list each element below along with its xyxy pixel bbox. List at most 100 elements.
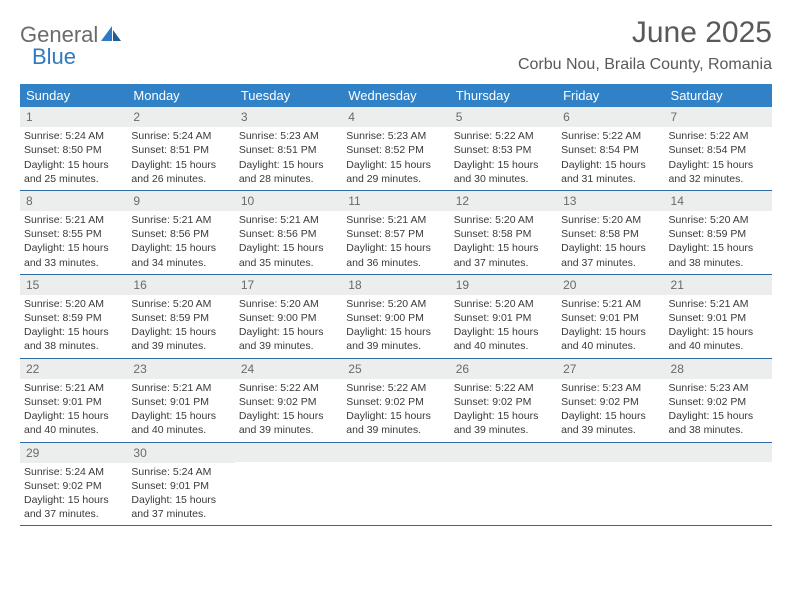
day-cell: 29Sunrise: 5:24 AMSunset: 9:02 PMDayligh… [20,443,127,526]
daylight-line: Daylight: 15 hours and 34 minutes. [131,241,230,269]
day-number: 18 [342,275,449,295]
day-number: 14 [665,191,772,211]
sunset-line: Sunset: 8:59 PM [24,311,123,325]
day-body: Sunrise: 5:23 AMSunset: 9:02 PMDaylight:… [665,379,772,442]
sunset-line: Sunset: 8:58 PM [454,227,553,241]
sunset-line: Sunset: 9:00 PM [239,311,338,325]
daylight-line: Daylight: 15 hours and 38 minutes. [669,241,768,269]
day-body: Sunrise: 5:21 AMSunset: 8:56 PMDaylight:… [235,211,342,274]
daylight-line: Daylight: 15 hours and 39 minutes. [346,325,445,353]
sunset-line: Sunset: 8:54 PM [561,143,660,157]
sunrise-line: Sunrise: 5:23 AM [239,129,338,143]
sunset-line: Sunset: 9:02 PM [669,395,768,409]
sunrise-line: Sunrise: 5:21 AM [131,381,230,395]
sunrise-line: Sunrise: 5:22 AM [669,129,768,143]
sunset-line: Sunset: 8:50 PM [24,143,123,157]
sunrise-line: Sunrise: 5:21 AM [346,213,445,227]
sunrise-line: Sunrise: 5:21 AM [131,213,230,227]
daylight-line: Daylight: 15 hours and 28 minutes. [239,158,338,186]
day-body: Sunrise: 5:20 AMSunset: 8:59 PMDaylight:… [665,211,772,274]
sunrise-line: Sunrise: 5:24 AM [24,129,123,143]
sunset-line: Sunset: 9:01 PM [24,395,123,409]
day-cell: 27Sunrise: 5:23 AMSunset: 9:02 PMDayligh… [557,359,664,442]
logo-sail-icon [100,24,122,42]
day-body: Sunrise: 5:21 AMSunset: 8:56 PMDaylight:… [127,211,234,274]
day-number: 2 [127,107,234,127]
daylight-line: Daylight: 15 hours and 39 minutes. [239,325,338,353]
daylight-line: Daylight: 15 hours and 40 minutes. [24,409,123,437]
sunrise-line: Sunrise: 5:24 AM [24,465,123,479]
daylight-line: Daylight: 15 hours and 39 minutes. [131,325,230,353]
daylight-line: Daylight: 15 hours and 37 minutes. [131,493,230,521]
sunset-line: Sunset: 9:02 PM [24,479,123,493]
day-body: Sunrise: 5:21 AMSunset: 9:01 PMDaylight:… [20,379,127,442]
day-cell: 7Sunrise: 5:22 AMSunset: 8:54 PMDaylight… [665,107,772,190]
day-cell: 1Sunrise: 5:24 AMSunset: 8:50 PMDaylight… [20,107,127,190]
day-body: Sunrise: 5:21 AMSunset: 9:01 PMDaylight:… [127,379,234,442]
sunset-line: Sunset: 8:58 PM [561,227,660,241]
sunrise-line: Sunrise: 5:22 AM [454,129,553,143]
day-cell: 24Sunrise: 5:22 AMSunset: 9:02 PMDayligh… [235,359,342,442]
day-cell: 21Sunrise: 5:21 AMSunset: 9:01 PMDayligh… [665,275,772,358]
day-body: Sunrise: 5:20 AMSunset: 9:00 PMDaylight:… [235,295,342,358]
sunset-line: Sunset: 8:55 PM [24,227,123,241]
day-cell: 15Sunrise: 5:20 AMSunset: 8:59 PMDayligh… [20,275,127,358]
day-number: 15 [20,275,127,295]
day-number: 29 [20,443,127,463]
day-body: Sunrise: 5:20 AMSunset: 8:58 PMDaylight:… [557,211,664,274]
day-cell: 30Sunrise: 5:24 AMSunset: 9:01 PMDayligh… [127,443,234,526]
day-cell: 18Sunrise: 5:20 AMSunset: 9:00 PMDayligh… [342,275,449,358]
day-body: Sunrise: 5:22 AMSunset: 9:02 PMDaylight:… [342,379,449,442]
day-cell: 14Sunrise: 5:20 AMSunset: 8:59 PMDayligh… [665,191,772,274]
day-body: Sunrise: 5:20 AMSunset: 8:59 PMDaylight:… [20,295,127,358]
daylight-line: Daylight: 15 hours and 40 minutes. [561,325,660,353]
day-number: 10 [235,191,342,211]
day-number: 3 [235,107,342,127]
sunset-line: Sunset: 8:52 PM [346,143,445,157]
daylight-line: Daylight: 15 hours and 37 minutes. [24,493,123,521]
day-of-week-cell: Tuesday [235,84,342,107]
day-number: 1 [20,107,127,127]
day-body: Sunrise: 5:24 AMSunset: 9:01 PMDaylight:… [127,463,234,526]
sunrise-line: Sunrise: 5:22 AM [239,381,338,395]
day-cell: 11Sunrise: 5:21 AMSunset: 8:57 PMDayligh… [342,191,449,274]
daylight-line: Daylight: 15 hours and 40 minutes. [669,325,768,353]
daylight-line: Daylight: 15 hours and 40 minutes. [454,325,553,353]
empty-day-cell [665,443,772,526]
sunrise-line: Sunrise: 5:23 AM [346,129,445,143]
day-cell: 8Sunrise: 5:21 AMSunset: 8:55 PMDaylight… [20,191,127,274]
sunrise-line: Sunrise: 5:24 AM [131,465,230,479]
daylight-line: Daylight: 15 hours and 39 minutes. [346,409,445,437]
week-row: 1Sunrise: 5:24 AMSunset: 8:50 PMDaylight… [20,107,772,191]
sunrise-line: Sunrise: 5:21 AM [239,213,338,227]
day-body: Sunrise: 5:24 AMSunset: 8:50 PMDaylight:… [20,127,127,190]
day-cell: 3 Sunrise: 5:23 AMSunset: 8:51 PMDaylight… [235,107,342,190]
sunrise-line: Sunrise: 5:20 AM [131,297,230,311]
day-body: Sunrise: 5:24 AMSunset: 8:51 PMDaylight:… [127,127,234,190]
empty-day-cell [450,443,557,526]
sunrise-line: Sunrise: 5:22 AM [454,381,553,395]
daylight-line: Daylight: 15 hours and 39 minutes. [561,409,660,437]
sunrise-line: Sunrise: 5:20 AM [24,297,123,311]
day-of-week-header: SundayMondayTuesdayWednesdayThursdayFrid… [20,84,772,107]
day-body: Sunrise: 5:21 AMSunset: 8:57 PMDaylight:… [342,211,449,274]
daylight-line: Daylight: 15 hours and 39 minutes. [239,409,338,437]
sunrise-line: Sunrise: 5:23 AM [561,381,660,395]
day-body: Sunrise: 5:21 AMSunset: 9:01 PMDaylight:… [665,295,772,358]
sunrise-line: Sunrise: 5:21 AM [24,381,123,395]
sunset-line: Sunset: 8:51 PM [131,143,230,157]
sunset-line: Sunset: 8:51 PM [239,143,338,157]
daylight-line: Daylight: 15 hours and 29 minutes. [346,158,445,186]
day-body: Sunrise: 5:20 AMSunset: 9:01 PMDaylight:… [450,295,557,358]
sunrise-line: Sunrise: 5:22 AM [346,381,445,395]
day-body: Sunrise: 5:20 AMSunset: 8:59 PMDaylight:… [127,295,234,358]
sunset-line: Sunset: 8:59 PM [669,227,768,241]
day-body: Sunrise: 5:24 AMSunset: 9:02 PMDaylight:… [20,463,127,526]
daylight-line: Daylight: 15 hours and 37 minutes. [561,241,660,269]
sunrise-line: Sunrise: 5:24 AM [131,129,230,143]
sunset-line: Sunset: 9:01 PM [131,395,230,409]
day-number: 6 [557,107,664,127]
day-number: 9 [127,191,234,211]
sunset-line: Sunset: 9:01 PM [131,479,230,493]
week-row: 22Sunrise: 5:21 AMSunset: 9:01 PMDayligh… [20,359,772,443]
